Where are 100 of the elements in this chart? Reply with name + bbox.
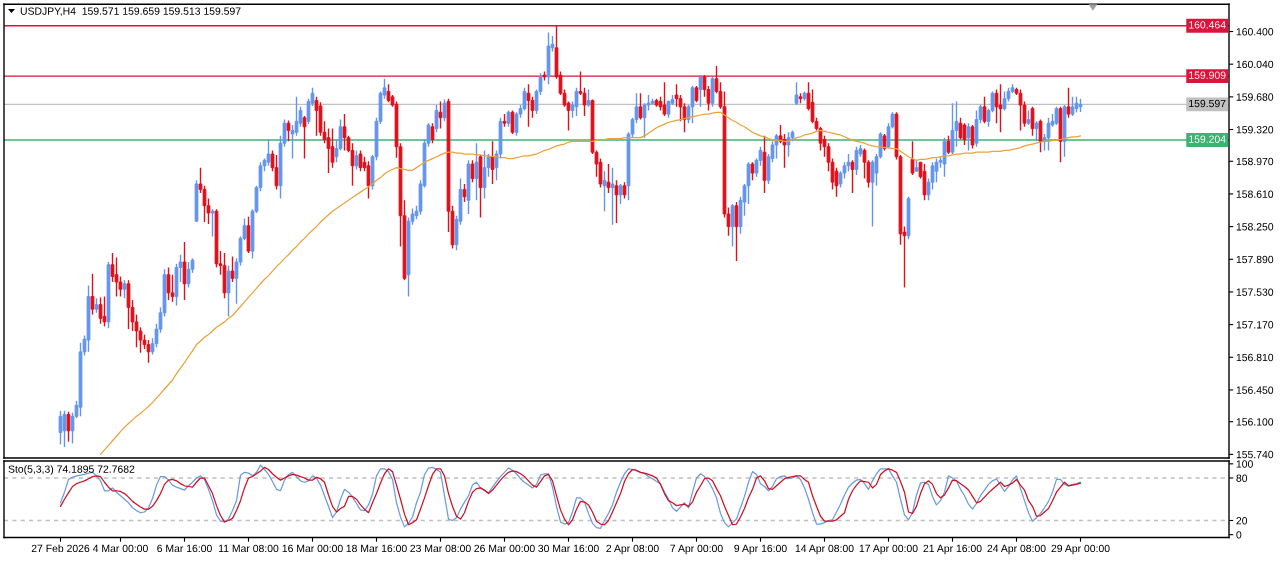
candlestick	[698, 74, 703, 108]
candlestick	[286, 119, 291, 143]
y-tick-label: 0	[1236, 531, 1242, 539]
candlestick	[1038, 118, 1043, 153]
candlestick	[1002, 90, 1007, 112]
candlestick	[1054, 106, 1059, 126]
candlestick	[610, 166, 615, 226]
candlestick	[330, 127, 335, 169]
candlestick	[614, 179, 619, 224]
x-tick-label: 26 Mar 00:00	[474, 544, 535, 553]
candlestick	[274, 154, 279, 191]
y-tick-label: 157.890	[1236, 255, 1274, 264]
candlestick	[342, 113, 347, 152]
candlestick	[850, 159, 855, 194]
candlestick	[982, 96, 987, 124]
candlestick	[942, 136, 947, 178]
candlestick	[266, 138, 271, 167]
candlestick	[186, 261, 191, 289]
candlestick	[974, 109, 979, 148]
y-tick-label: 20	[1236, 517, 1248, 525]
candlestick	[98, 296, 103, 325]
candlestick	[122, 279, 127, 299]
candlestick	[510, 109, 515, 135]
candlestick	[366, 160, 371, 200]
candlestick	[58, 410, 63, 446]
candlestick	[786, 131, 791, 158]
candlestick	[182, 241, 187, 301]
candlestick	[62, 410, 67, 448]
candlestick	[774, 133, 779, 160]
candlestick	[910, 140, 915, 176]
candlestick	[358, 149, 363, 172]
y-tick-label: 156.100	[1236, 418, 1274, 426]
candlestick	[962, 122, 967, 146]
candlestick	[794, 81, 799, 106]
ref-line-label: 159.597	[1189, 99, 1226, 108]
x-tick-label: 29 Apr 00:00	[1051, 544, 1110, 555]
x-tick-label: 14 Apr 08:00	[795, 544, 854, 555]
chart-title: USDJPY,H4 159.571 159.659 159.513 159.597	[20, 7, 241, 17]
candlestick	[950, 102, 955, 155]
x-tick-label: 27 Feb 2026	[31, 544, 90, 553]
y-tick-label: 80	[1236, 474, 1248, 482]
candlestick	[462, 183, 467, 203]
y-tick-label: 157.530	[1236, 288, 1274, 296]
y-tick-label: 159.680	[1236, 93, 1274, 101]
candlestick	[474, 142, 479, 201]
x-tick-label: 23 Mar 08:00	[410, 544, 471, 553]
x-tick-label: 2 Apr 08:00	[606, 544, 659, 555]
x-tick-label: 17 Apr 00:00	[859, 544, 918, 555]
candlestick	[998, 83, 1003, 133]
candlestick	[602, 170, 607, 212]
candlestick	[314, 96, 319, 137]
candlestick	[618, 183, 623, 205]
y-tick-label: 100	[1236, 460, 1253, 468]
candlestick	[1046, 117, 1051, 152]
candlestick	[102, 295, 107, 328]
y-tick-label: 159.320	[1236, 126, 1274, 134]
y-tick-label: 158.970	[1236, 157, 1274, 166]
x-tick-label: 9 Apr 16:00	[734, 544, 787, 555]
x-tick-label: 11 Mar 08:00	[218, 544, 279, 553]
candlestick	[354, 149, 359, 171]
candlestick	[922, 163, 927, 201]
candlestick	[606, 163, 611, 194]
candlestick	[662, 81, 667, 117]
ref-line-label: 159.909	[1189, 71, 1226, 79]
y-tick-label: 156.810	[1236, 353, 1274, 362]
candlestick	[1018, 88, 1023, 132]
y-tick-label: 157.170	[1236, 321, 1274, 329]
x-tick-label: 6 Mar 16:00	[157, 544, 212, 553]
y-tick-label: 160.400	[1236, 28, 1274, 36]
candlestick	[210, 208, 215, 238]
x-tick-label: 18 Mar 16:00	[346, 544, 407, 553]
candlestick	[482, 149, 487, 200]
candlestick	[958, 117, 963, 141]
candlestick	[750, 161, 755, 182]
candlestick	[166, 266, 171, 301]
x-tick-label: 30 Mar 16:00	[538, 544, 599, 553]
x-tick-label: 7 Apr 00:00	[670, 544, 723, 555]
ref-line-label: 160.464	[1189, 21, 1226, 29]
candlestick	[470, 159, 475, 183]
ref-line-label: 159.204	[1189, 135, 1226, 143]
candlestick	[574, 87, 579, 117]
candlestick	[114, 256, 119, 298]
y-tick-label: 160.040	[1236, 60, 1274, 69]
candlestick	[434, 104, 439, 133]
y-tick-label: 158.250	[1236, 223, 1274, 231]
candlestick	[442, 98, 447, 123]
candlestick	[438, 100, 443, 130]
y-tick-label: 155.740	[1236, 450, 1274, 459]
candlestick	[126, 279, 131, 330]
y-tick-label: 156.450	[1236, 386, 1274, 394]
candlestick	[970, 124, 975, 150]
candlestick	[946, 135, 951, 155]
candlestick	[430, 122, 435, 144]
x-tick-label: 16 Mar 00:00	[282, 544, 343, 553]
y-tick-label: 158.610	[1236, 190, 1274, 198]
candlestick	[690, 85, 695, 124]
candlestick	[226, 264, 231, 318]
candlestick	[638, 92, 643, 121]
candlestick	[90, 273, 95, 316]
candlestick	[146, 339, 151, 364]
